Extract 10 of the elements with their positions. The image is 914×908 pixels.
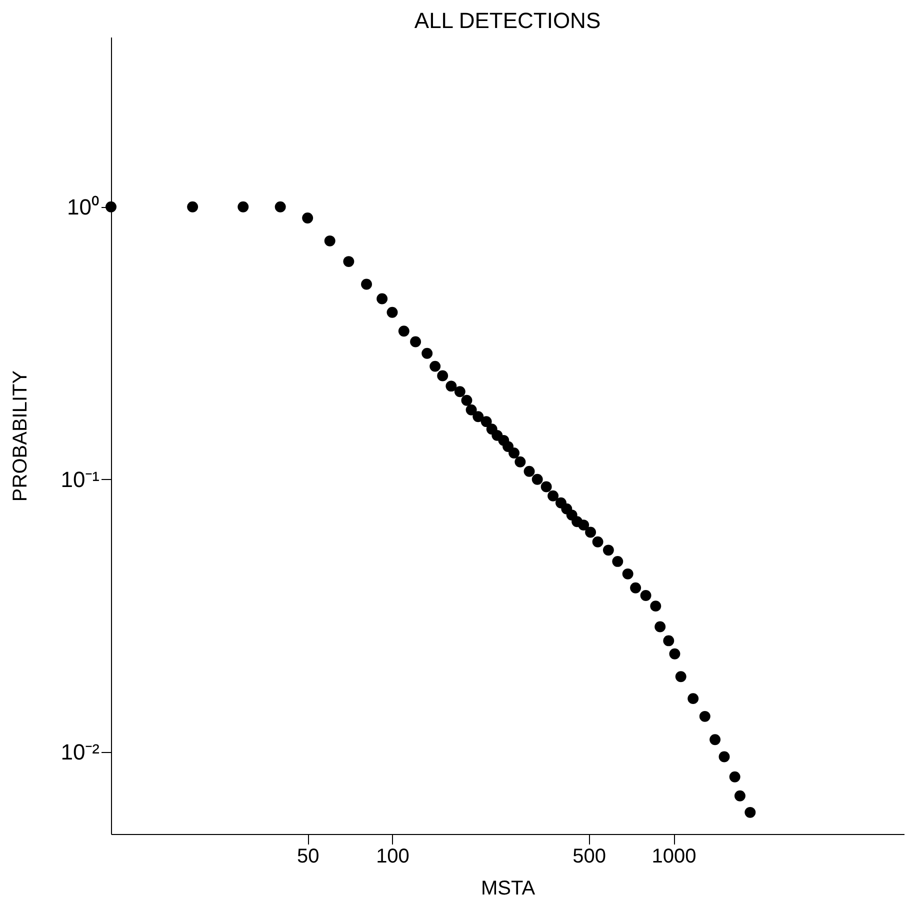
y-tick-label: 10⁻¹ (60, 466, 100, 492)
x-tick-label: 50 (296, 846, 320, 868)
x-tick-label: 500 (572, 846, 606, 868)
x-axis-title: MSTA (480, 878, 536, 900)
y-tick-label: 10⁻² (60, 739, 100, 764)
y-tick-label: 10⁰ (67, 194, 100, 220)
chart-title: ALL DETECTIONS (414, 8, 601, 33)
x-tick-label: 1000 (652, 846, 696, 868)
x-tick-label: 100 (376, 846, 410, 868)
y-axis-title: PROBABILITY (10, 370, 32, 502)
